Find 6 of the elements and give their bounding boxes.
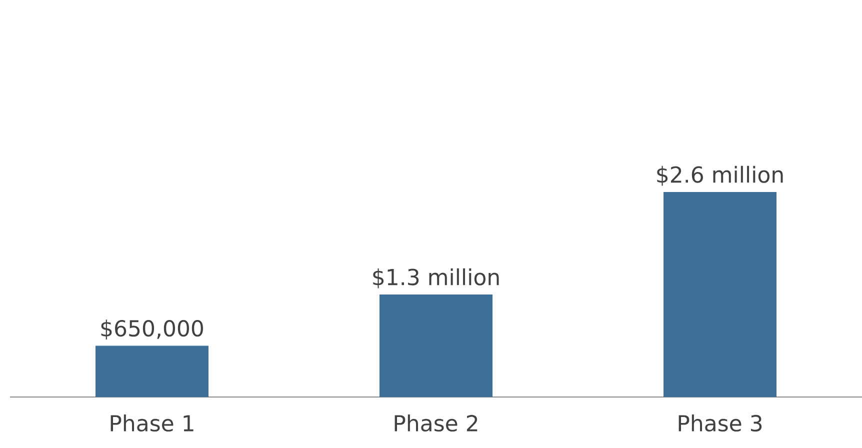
- data-label: $2.6 million: [657, 166, 783, 186]
- x-tick-label: Phase 2: [394, 414, 478, 432]
- x-tick-label: Phase 1: [110, 414, 194, 432]
- data-label: $1.3 million: [373, 268, 499, 288]
- x-tick-label: Phase 3: [678, 414, 762, 432]
- data-label: $650,000: [101, 320, 203, 340]
